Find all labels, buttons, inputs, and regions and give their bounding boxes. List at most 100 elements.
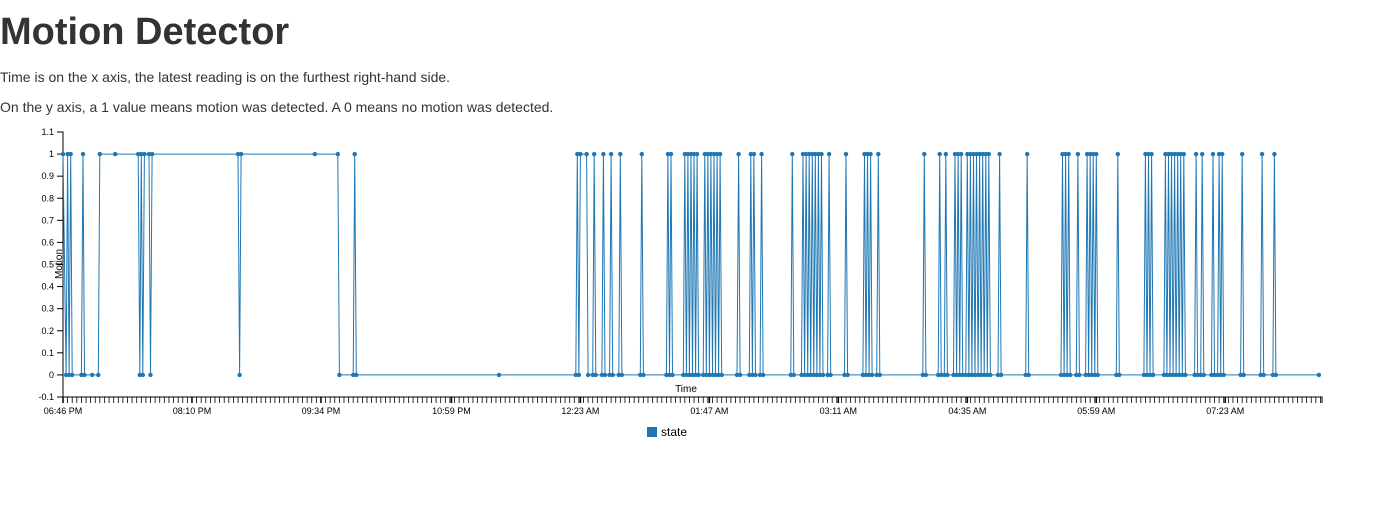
- data-point: [593, 372, 598, 378]
- data-point: [590, 372, 595, 378]
- data-point: [1150, 372, 1156, 378]
- data-point: [1195, 372, 1200, 378]
- y-tick-label: 0.1: [41, 348, 54, 358]
- data-point: [1143, 151, 1148, 157]
- data-point: [96, 372, 101, 378]
- legend-swatch: [647, 427, 657, 437]
- data-point: [60, 151, 66, 157]
- data-point: [868, 151, 873, 157]
- data-point: [1193, 151, 1199, 157]
- data-point: [1147, 372, 1153, 378]
- data-point: [939, 372, 944, 378]
- data-point: [959, 151, 964, 157]
- data-point: [986, 151, 991, 157]
- data-point: [974, 151, 979, 157]
- x-tick-label: 08:10 PM: [173, 406, 212, 416]
- data-point: [708, 151, 714, 157]
- y-tick-label: 1: [49, 149, 54, 159]
- data-point: [1026, 372, 1031, 378]
- data-point: [820, 372, 826, 378]
- data-point: [1273, 372, 1279, 378]
- data-point: [68, 151, 73, 157]
- data-point: [312, 151, 317, 157]
- data-point: [945, 372, 950, 378]
- y-tick-label: 0.6: [41, 237, 54, 247]
- series-layer: [60, 151, 1322, 378]
- data-point: [1259, 151, 1265, 157]
- data-point: [1075, 151, 1081, 157]
- series-line-state: [62, 153, 1319, 376]
- data-point: [753, 372, 758, 378]
- data-point: [1241, 372, 1246, 378]
- data-point: [828, 372, 833, 378]
- data-point: [807, 151, 812, 157]
- x-tick-label: 03:11 AM: [820, 406, 857, 416]
- data-point: [711, 151, 717, 157]
- data-point: [1074, 372, 1079, 378]
- data-point: [747, 372, 752, 378]
- data-point: [82, 372, 87, 378]
- data-point: [66, 372, 72, 378]
- data-point: [641, 372, 646, 378]
- data-point: [802, 372, 807, 378]
- data-point: [702, 151, 707, 157]
- data-point: [825, 372, 830, 378]
- data-point: [664, 372, 669, 378]
- data-point: [995, 372, 1001, 378]
- data-point: [968, 151, 973, 157]
- y-tick-label: 0.9: [41, 171, 54, 181]
- data-point: [876, 151, 881, 157]
- data-point: [716, 372, 721, 378]
- data-point: [681, 372, 686, 378]
- data-point: [843, 151, 849, 157]
- data-point: [351, 372, 356, 378]
- data-point: [1198, 372, 1203, 378]
- data-point: [97, 151, 103, 157]
- data-point: [146, 151, 152, 157]
- data-point: [978, 372, 984, 378]
- data-point: [713, 372, 718, 378]
- data-point: [696, 372, 701, 378]
- data-point: [816, 151, 821, 157]
- data-point: [90, 372, 95, 378]
- y-tick-label: 0.5: [41, 260, 54, 270]
- data-point: [865, 151, 870, 157]
- data-point: [1086, 372, 1091, 378]
- data-point: [1058, 372, 1064, 378]
- data-point: [585, 372, 591, 378]
- data-point: [719, 372, 724, 378]
- data-point: [748, 151, 753, 157]
- data-point: [1240, 151, 1245, 157]
- data-point: [639, 151, 644, 157]
- data-point: [687, 372, 692, 378]
- data-point: [1068, 372, 1073, 378]
- data-point: [842, 372, 847, 378]
- data-point: [599, 372, 605, 378]
- data-point: [79, 372, 84, 378]
- data-point: [737, 372, 743, 378]
- data-point: [863, 372, 869, 378]
- data-point: [701, 372, 706, 378]
- y-axis-label: Motion: [54, 249, 65, 279]
- data-point: [1094, 151, 1099, 157]
- data-point: [601, 151, 606, 157]
- data-point: [997, 151, 1002, 157]
- data-point: [982, 372, 987, 378]
- data-point: [610, 372, 615, 378]
- data-point: [1077, 372, 1082, 378]
- data-point: [951, 372, 956, 378]
- data-point: [1091, 151, 1096, 157]
- data-point: [1210, 151, 1216, 157]
- data-point: [235, 151, 241, 157]
- data-point: [1180, 372, 1185, 378]
- data-point: [952, 151, 958, 157]
- data-point: [136, 151, 141, 157]
- data-point: [1060, 151, 1065, 157]
- data-point: [1272, 151, 1277, 157]
- data-point: [1238, 372, 1243, 378]
- data-point: [736, 151, 741, 157]
- data-point: [1221, 372, 1226, 378]
- y-tick-label: 0: [49, 370, 54, 380]
- legend[interactable]: state: [647, 425, 687, 439]
- data-point: [874, 372, 879, 378]
